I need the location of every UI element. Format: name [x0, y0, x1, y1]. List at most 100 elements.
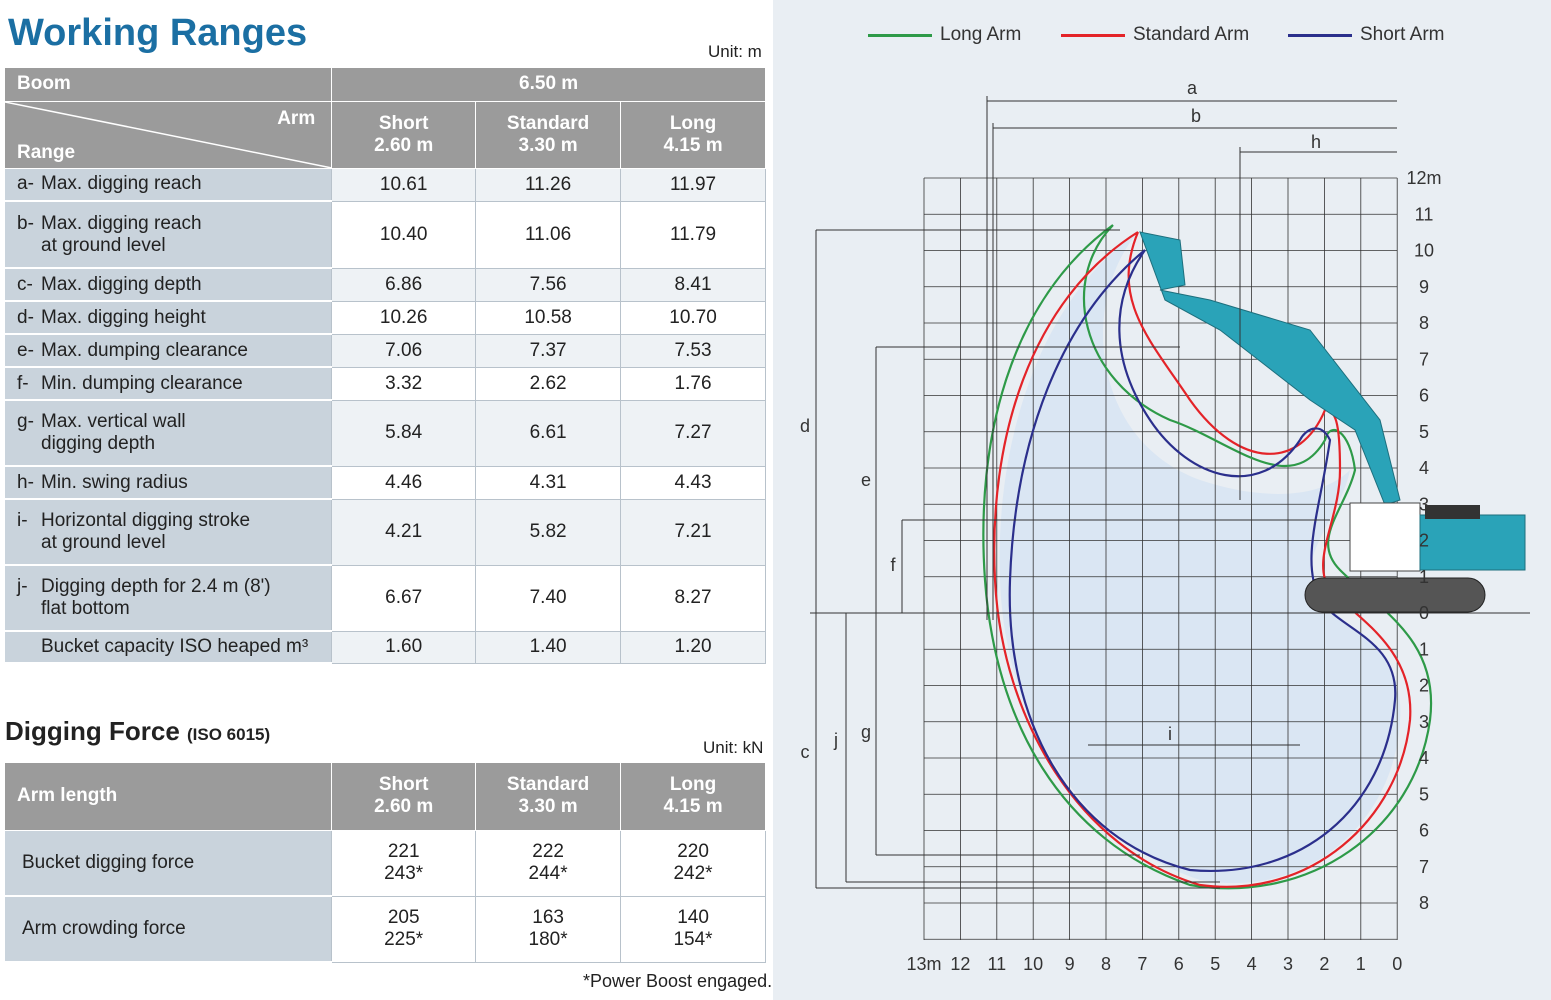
- range-value: 8.27: [620, 565, 766, 632]
- x-axis-label: 6: [1174, 954, 1184, 974]
- range-value: 11.97: [620, 168, 766, 202]
- y-axis-label: 5: [1419, 784, 1429, 804]
- x-axis-label: 0: [1392, 954, 1402, 974]
- boom-value: 6.50 m: [331, 68, 766, 102]
- y-axis-label: 7: [1419, 857, 1429, 877]
- range-label: e- Max. dumping clearance: [5, 334, 333, 368]
- table-row: f- Min. dumping clearance 3.32 2.62 1.76: [5, 367, 766, 401]
- col-long: Long 4.15 m: [620, 101, 766, 169]
- y-axis-label: 12m: [1406, 168, 1441, 188]
- x-axis-label: 11: [987, 954, 1006, 974]
- range-value: 11.26: [475, 168, 622, 202]
- range-value: 2.62: [475, 367, 622, 401]
- x-axis-label: 10: [1023, 954, 1043, 974]
- dimension-label-d: d: [800, 416, 810, 436]
- y-axis-label: 9: [1419, 277, 1429, 297]
- x-axis-label: 8: [1101, 954, 1111, 974]
- working-ranges-table: Boom 6.50 m Arm Range Short 2.60 m Standa…: [5, 68, 766, 664]
- y-axis-label: 10: [1414, 241, 1434, 261]
- range-label: b- Max. digging reach at ground level: [5, 201, 333, 269]
- y-axis-label: 2: [1419, 531, 1429, 551]
- x-axis-label: 5: [1210, 954, 1220, 974]
- range-value: 6.61: [475, 400, 622, 467]
- y-axis-label: 2: [1419, 676, 1429, 696]
- y-axis-label: 0: [1419, 603, 1429, 623]
- dimension-label-c: c: [801, 742, 810, 762]
- table-row: h- Min. swing radius 4.46 4.31 4.43: [5, 466, 766, 500]
- y-axis-label: 3: [1419, 494, 1429, 514]
- range-value: 7.37: [475, 334, 622, 368]
- arm-range-header: Arm Range: [5, 101, 333, 169]
- range-label: f- Min. dumping clearance: [5, 367, 333, 401]
- col-long: Long 4.15 m: [620, 763, 766, 831]
- force-value: 220 242*: [620, 830, 766, 897]
- x-axis-label: 13m: [906, 954, 941, 974]
- range-value: 6.86: [331, 268, 477, 302]
- force-value: 222 244*: [475, 830, 622, 897]
- force-label: Bucket digging force: [5, 830, 333, 897]
- dimension-label-j: j: [833, 730, 838, 750]
- range-value: 3.32: [331, 367, 477, 401]
- range-value: 10.26: [331, 301, 477, 335]
- y-axis-label: 1: [1419, 639, 1429, 659]
- range-value: 10.58: [475, 301, 622, 335]
- range-value: 1.40: [475, 631, 622, 664]
- range-value: 5.82: [475, 499, 622, 566]
- table-row: i- Horizontal digging stroke at ground lev…: [5, 499, 766, 566]
- range-value: 7.27: [620, 400, 766, 467]
- range-label: d- Max. digging height: [5, 301, 333, 335]
- arm-length-label: Arm length: [5, 763, 333, 831]
- legend-long-arm: Long Arm: [868, 24, 1021, 46]
- x-axis-label: 4: [1247, 954, 1257, 974]
- table-row: a- Max. digging reach 10.61 11.26 11.97: [5, 168, 766, 202]
- y-axis-label: 4: [1419, 458, 1429, 478]
- range-value: 1.20: [620, 631, 766, 664]
- x-axis-label: 3: [1283, 954, 1293, 974]
- y-axis-label: 4: [1419, 748, 1429, 768]
- arm-label: Arm: [277, 107, 316, 129]
- range-value: 10.40: [331, 201, 477, 269]
- range-value: 7.06: [331, 334, 477, 368]
- y-axis-label: 7: [1419, 349, 1429, 369]
- range-value: 10.61: [331, 168, 477, 202]
- table-row: Arm crowding force 205 225* 163 180* 140 154*: [5, 896, 766, 963]
- dimension-label-a: a: [1187, 78, 1198, 98]
- range-label: c- Max. digging depth: [5, 268, 333, 302]
- range-value: 7.40: [475, 565, 622, 632]
- range-value: 4.21: [331, 499, 477, 566]
- range-label: h- Min. swing radius: [5, 466, 333, 500]
- range-value: 7.56: [475, 268, 622, 302]
- range-value: 1.76: [620, 367, 766, 401]
- digging-force-title: Digging Force (ISO 6015): [5, 716, 271, 746]
- x-axis-label: 2: [1319, 954, 1329, 974]
- dimension-label-i: i: [1168, 724, 1172, 744]
- range-value: 11.79: [620, 201, 766, 269]
- dimension-label-f: f: [890, 555, 896, 575]
- legend-standard-arm: Standard Arm: [1061, 24, 1249, 46]
- force-value: 140 154*: [620, 896, 766, 963]
- y-axis-label: 3: [1419, 712, 1429, 732]
- force-value: 221 243*: [331, 830, 477, 897]
- table-row: d- Max. digging height 10.26 10.58 10.70: [5, 301, 766, 335]
- y-axis-label: 8: [1419, 893, 1429, 913]
- footnote: *Power Boost engaged.: [583, 971, 773, 991]
- range-value: 10.70: [620, 301, 766, 335]
- range-label: j- Digging depth for 2.4 m (8') flat botto…: [5, 565, 333, 632]
- y-axis-label: 1: [1419, 567, 1429, 587]
- y-axis-label: 8: [1419, 313, 1429, 333]
- range-label: i- Horizontal digging stroke at ground lev…: [5, 499, 333, 566]
- col-short: Short 2.60 m: [331, 101, 477, 169]
- dimension-label-e: e: [861, 470, 871, 490]
- col-short: Short 2.60 m: [331, 763, 477, 831]
- table-row: g- Max. vertical wall digging depth 5.84 6.6…: [5, 400, 766, 467]
- x-axis-label: 7: [1137, 954, 1147, 974]
- table-row: c- Max. digging depth 6.86 7.56 8.41: [5, 268, 766, 302]
- range-value: 7.53: [620, 334, 766, 368]
- y-axis-label: 5: [1419, 422, 1429, 442]
- range-value: 8.41: [620, 268, 766, 302]
- table-row: b- Max. digging reach at ground level 10.40…: [5, 201, 766, 269]
- force-value: 205 225*: [331, 896, 477, 963]
- page-title: Working Ranges: [8, 12, 308, 54]
- y-axis-label: 6: [1419, 386, 1429, 406]
- table-row: Bucket capacity ISO heaped m³ 1.60 1.40 1.2…: [5, 631, 766, 664]
